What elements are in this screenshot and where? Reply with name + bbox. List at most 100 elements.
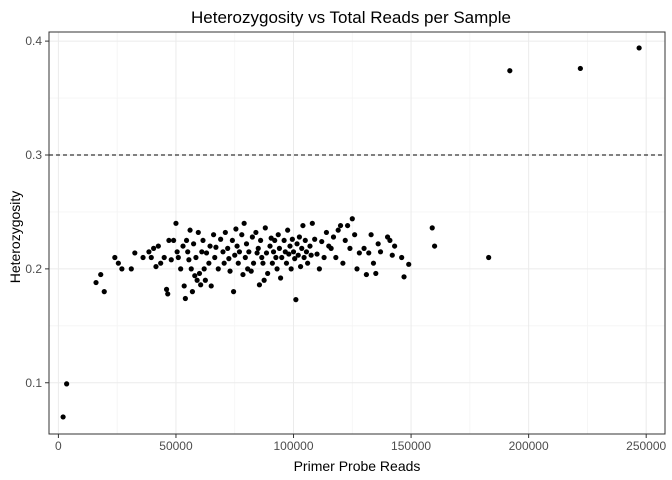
data-point	[183, 237, 190, 244]
data-point	[319, 238, 325, 245]
data-point	[354, 266, 360, 272]
chart-title: Heterozygosity vs Total Reads per Sample	[191, 8, 511, 27]
data-point	[201, 266, 207, 272]
data-point	[309, 220, 315, 226]
data-point	[269, 260, 275, 266]
data-point	[119, 266, 125, 272]
data-point	[196, 270, 203, 277]
data-point	[292, 256, 298, 262]
data-point	[314, 251, 320, 257]
data-point	[192, 273, 198, 279]
data-point	[321, 254, 327, 261]
data-point	[302, 237, 308, 244]
data-point	[185, 249, 191, 255]
data-point	[429, 225, 435, 231]
data-point	[431, 243, 438, 249]
data-point	[392, 243, 398, 249]
data-point	[180, 243, 186, 249]
y-axis-title: Heterozygosity	[7, 191, 23, 284]
data-point	[234, 243, 240, 249]
data-point	[215, 266, 221, 272]
x-tick-label: 0	[55, 439, 62, 453]
data-point	[178, 266, 184, 272]
data-point	[290, 249, 297, 255]
data-point	[274, 266, 280, 272]
data-point	[352, 232, 358, 238]
x-tick-label: 100000	[273, 439, 313, 453]
data-point	[198, 282, 204, 288]
data-point	[187, 227, 193, 233]
data-point	[263, 250, 270, 256]
data-point	[636, 45, 642, 51]
data-point	[222, 229, 228, 236]
data-point	[243, 241, 250, 247]
data-point	[272, 237, 278, 244]
data-point	[98, 271, 104, 278]
data-point	[195, 229, 201, 236]
data-point	[406, 261, 412, 267]
data-point	[236, 249, 243, 255]
data-point	[337, 222, 344, 229]
data-point	[181, 283, 187, 289]
x-tick-label: 250000	[626, 439, 666, 453]
data-point	[199, 249, 205, 255]
data-point	[165, 291, 171, 297]
data-point	[250, 260, 257, 266]
data-point	[248, 268, 254, 274]
data-point	[297, 263, 304, 270]
data-point	[235, 260, 241, 266]
data-point	[203, 250, 210, 256]
data-point	[174, 249, 180, 255]
data-point	[242, 254, 248, 261]
data-point	[208, 283, 214, 289]
data-point	[155, 243, 161, 249]
data-point	[286, 251, 292, 257]
data-point	[265, 270, 271, 277]
data-point	[363, 271, 370, 278]
data-point	[256, 282, 263, 288]
y-tick-label: 0.1	[25, 376, 42, 390]
data-point	[153, 263, 159, 270]
data-point	[132, 250, 138, 256]
data-point	[300, 222, 306, 229]
data-point	[158, 260, 164, 266]
data-point	[101, 289, 107, 295]
data-point	[375, 241, 381, 247]
data-point	[387, 237, 393, 244]
data-point	[577, 65, 583, 72]
data-points	[60, 45, 642, 420]
data-point	[366, 250, 372, 256]
data-point	[259, 254, 265, 261]
data-point	[163, 286, 170, 292]
data-point	[289, 236, 295, 242]
data-point	[316, 266, 322, 272]
data-point	[293, 297, 299, 303]
data-point	[301, 254, 307, 261]
data-point	[230, 289, 237, 295]
data-point	[220, 249, 226, 255]
data-point	[349, 216, 355, 222]
data-point	[190, 241, 197, 247]
data-point	[260, 260, 266, 266]
data-point	[241, 220, 247, 226]
grid	[49, 32, 665, 434]
data-point	[249, 234, 255, 240]
data-point	[401, 274, 407, 280]
data-point	[60, 414, 66, 420]
data-point	[275, 232, 281, 238]
data-point	[308, 252, 314, 258]
y-tick-label: 0.2	[25, 262, 42, 276]
data-point	[128, 266, 134, 272]
x-axis-title: Primer Probe Reads	[294, 458, 421, 474]
data-point	[206, 260, 212, 266]
data-point	[255, 245, 261, 251]
data-point	[253, 229, 259, 236]
data-point	[323, 229, 330, 236]
data-point	[356, 250, 362, 256]
x-tick-label: 50000	[159, 439, 193, 453]
data-point	[285, 227, 291, 233]
data-point	[93, 279, 99, 286]
data-point	[262, 225, 268, 231]
data-point	[193, 254, 199, 261]
data-point	[171, 237, 177, 244]
